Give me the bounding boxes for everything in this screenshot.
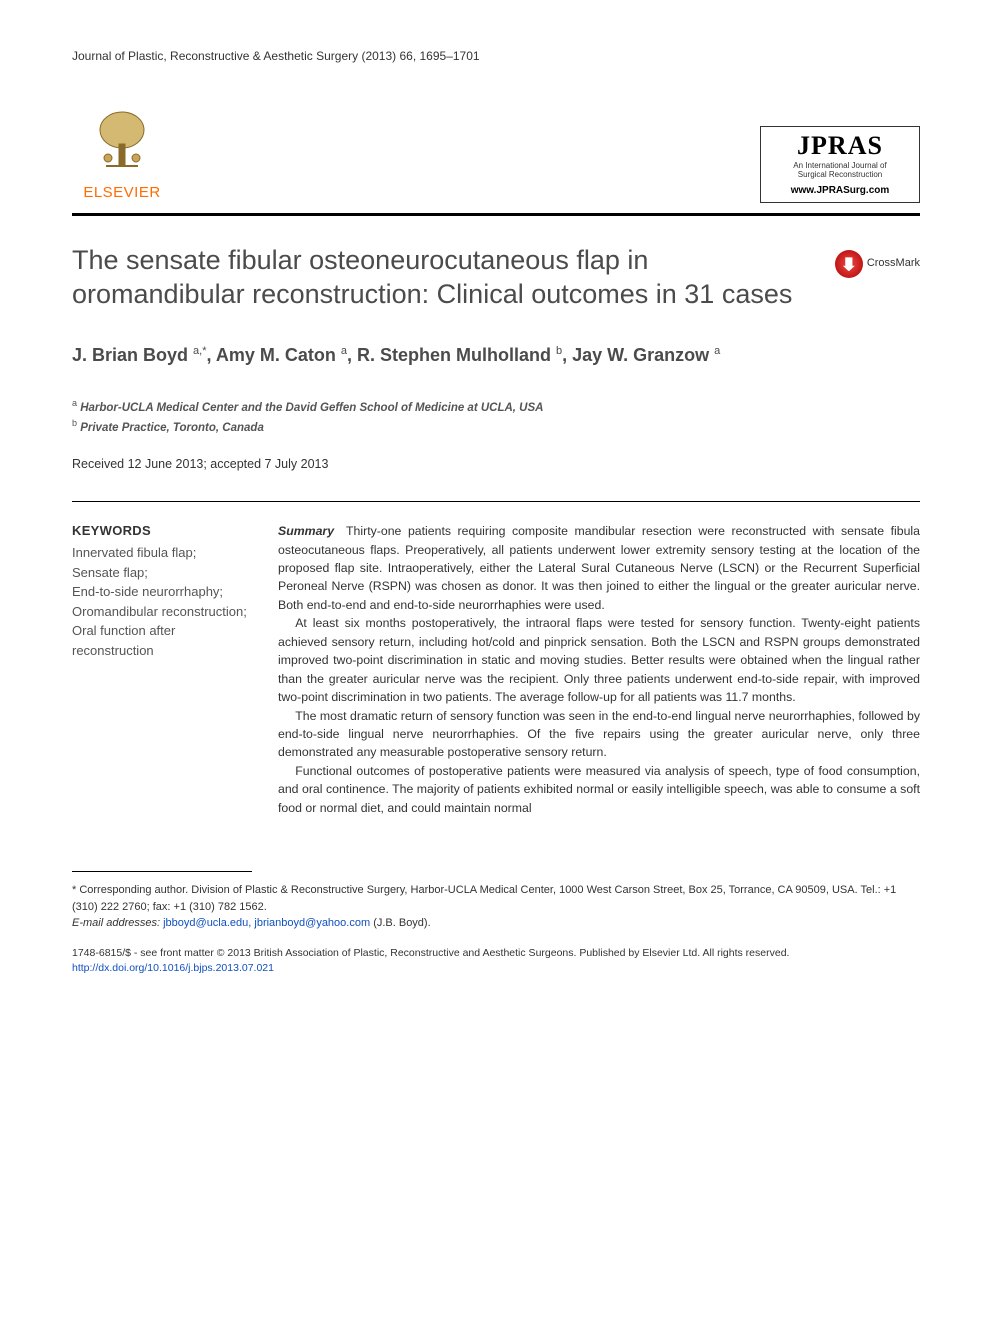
publisher-name: ELSEVIER — [83, 182, 160, 204]
article-title: The sensate fibular osteoneurocutaneous … — [72, 244, 815, 312]
abstract-paragraph: The most dramatic return of sensory func… — [278, 707, 920, 762]
keywords-list: Innervated fibula flap;Sensate flap;End-… — [72, 543, 250, 660]
abstract-paragraph: SummaryThirty-one patients requiring com… — [278, 522, 920, 614]
crossmark-label: CrossMark — [867, 256, 920, 272]
doi-link[interactable]: http://dx.doi.org/10.1016/j.bjps.2013.07… — [72, 962, 274, 974]
article-dates: Received 12 June 2013; accepted 7 July 2… — [72, 455, 920, 473]
crossmark-icon — [835, 250, 863, 278]
header-logo-row: ELSEVIER JPRAS An International Journal … — [72, 93, 920, 203]
section-rule — [72, 501, 920, 502]
abstract-paragraph: At least six months postoperatively, the… — [278, 614, 920, 706]
corresponding-author-note: * Corresponding author. Division of Plas… — [72, 882, 920, 915]
journal-url: www.JPRASurg.com — [791, 184, 890, 199]
corresponding-text: Division of Plastic & Reconstructive Sur… — [72, 884, 896, 913]
abstract-paragraph: Functional outcomes of postoperative pat… — [278, 762, 920, 817]
copyright-block: 1748-6815/$ - see front matter © 2013 Br… — [72, 946, 920, 978]
email-person: (J.B. Boyd). — [373, 917, 430, 929]
header-rule — [72, 213, 920, 216]
crossmark-badge[interactable]: CrossMark — [835, 250, 920, 278]
email-label: E-mail addresses: — [72, 917, 160, 929]
journal-citation: Journal of Plastic, Reconstructive & Aes… — [72, 48, 920, 65]
keywords-heading: KEYWORDS — [72, 522, 250, 541]
journal-acronym: JPRAS — [797, 133, 883, 159]
corresponding-label: * Corresponding author. — [72, 884, 188, 896]
journal-subtitle: An International Journal ofSurgical Reco… — [793, 161, 886, 180]
abstract-column: SummaryThirty-one patients requiring com… — [278, 522, 920, 817]
email-link[interactable]: jbboyd@ucla.edu, jbrianboyd@yahoo.com — [163, 917, 370, 929]
elsevier-tree-icon — [86, 106, 158, 178]
affiliations: a Harbor-UCLA Medical Center and the Dav… — [72, 397, 920, 437]
email-note: E-mail addresses: jbboyd@ucla.edu, jbria… — [72, 915, 920, 932]
publisher-logo[interactable]: ELSEVIER — [72, 93, 172, 203]
keywords-column: KEYWORDS Innervated fibula flap;Sensate … — [72, 522, 250, 817]
author-list: J. Brian Boyd a,*, Amy M. Caton a, R. St… — [72, 342, 920, 369]
journal-brand-box[interactable]: JPRAS An International Journal ofSurgica… — [760, 126, 920, 204]
issn-copyright-line: 1748-6815/$ - see front matter © 2013 Br… — [72, 946, 920, 962]
footnote-rule — [72, 871, 252, 872]
